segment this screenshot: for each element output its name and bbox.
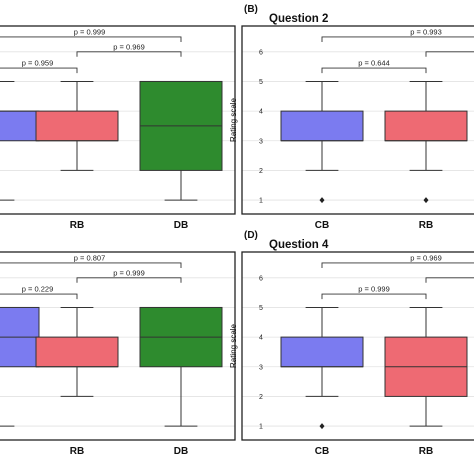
y-axis-label: Rating scale [229, 97, 238, 142]
comparison-bracket: p = 0.993 [321, 27, 474, 42]
bracket-line [321, 262, 474, 268]
y-tick-label: 2 [259, 168, 263, 175]
panel-plot-area: p = 0.999 p = 0.969 [242, 253, 474, 430]
y-tick-label: 1 [259, 198, 263, 205]
bracket-line [0, 293, 78, 300]
panel-a: p = 0.959 p = 0.969 p = 0.999 RB DB [0, 25, 236, 231]
outlier-point [319, 423, 325, 430]
y-tick-label: 6 [259, 275, 263, 282]
p-value-label: p = 0.229 [22, 285, 54, 294]
x-tick-label: RB [70, 446, 84, 457]
bracket-line [76, 277, 182, 283]
bracket-line [425, 277, 474, 283]
y-tick-label: 1 [259, 424, 263, 431]
y-tick-label: 4 [259, 335, 263, 342]
x-tick-label: DB [174, 220, 188, 231]
y-tick-label: 3 [259, 364, 263, 371]
p-value-label: p = 0.999 [74, 27, 106, 36]
box-cb [280, 306, 364, 430]
p-value-label: p = 0.993 [410, 27, 442, 36]
panel-frame [241, 251, 474, 441]
x-tick-label: DB [174, 446, 188, 457]
panel-d: p = 0.999 p = 0.969 1 2 3 4 5 6 Rating scale CB RB… [229, 230, 474, 457]
y-tick-label: 6 [259, 49, 263, 56]
comparison-bracket [425, 277, 474, 283]
box-cb [0, 306, 40, 427]
box-cb [0, 80, 40, 201]
comparison-bracket: p = 0.959 [0, 59, 78, 74]
box-body [0, 110, 40, 142]
panel-plot-area: p = 0.959 p = 0.969 p = 0.999 [0, 27, 235, 201]
box-rb [35, 306, 119, 397]
x-tick-label: RB [419, 446, 433, 457]
p-value-label: p = 0.644 [358, 59, 390, 68]
y-tick-label: 5 [259, 79, 263, 86]
panel-title: Question 4 [269, 239, 329, 251]
comparison-bracket: p = 0.999 [321, 285, 427, 300]
comparison-bracket: p = 0.969 [76, 42, 182, 57]
p-value-label: p = 0.999 [358, 285, 390, 294]
box-rb [384, 80, 468, 204]
panel-c: p = 0.229 p = 0.999 p = 0.807 RB DB [0, 251, 236, 457]
panel-letter: (B) [244, 4, 258, 15]
box-body [35, 110, 119, 142]
comparison-bracket: p = 0.644 [321, 59, 427, 74]
panel-plot-area: p = 0.229 p = 0.999 p = 0.807 [0, 253, 235, 427]
p-value-label: p = 0.969 [410, 253, 442, 262]
box-db [139, 306, 223, 427]
x-tick-label: RB [70, 220, 84, 231]
panel-frame [0, 25, 236, 215]
box-rb [384, 306, 468, 427]
y-tick-label: 5 [259, 305, 263, 312]
panel-title: Question 2 [269, 13, 328, 25]
bracket-line [0, 262, 182, 268]
bracket-line [0, 36, 182, 42]
x-tick-label: RB [419, 220, 433, 231]
outlier-point [423, 197, 429, 204]
p-value-label: p = 0.959 [22, 59, 54, 68]
box-body [384, 110, 468, 142]
box-db [139, 80, 223, 201]
comparison-bracket: p = 0.999 [76, 268, 182, 283]
comparison-bracket: p = 0.969 [321, 253, 474, 268]
comparison-bracket: p = 0.999 [0, 27, 182, 42]
p-value-label: p = 0.807 [74, 253, 106, 262]
box-body [35, 336, 119, 368]
bracket-line [321, 36, 474, 42]
box-body [280, 110, 364, 142]
comparison-bracket [425, 51, 474, 57]
outlier-point [319, 197, 325, 204]
comparison-bracket: p = 0.229 [0, 285, 78, 300]
comparison-bracket: p = 0.807 [0, 253, 182, 268]
bracket-line [76, 51, 182, 57]
y-axis-label: Rating scale [229, 323, 238, 368]
x-tick-label: CB [315, 220, 329, 231]
p-value-label: p = 0.999 [113, 268, 145, 277]
box-cb [280, 80, 364, 204]
bracket-line [321, 67, 427, 74]
panel-frame [0, 251, 236, 441]
box-body [280, 336, 364, 368]
bracket-line [425, 51, 474, 57]
p-value-label: p = 0.969 [113, 42, 145, 51]
x-tick-label: CB [315, 446, 329, 457]
y-tick-label: 3 [259, 138, 263, 145]
panel-plot-area: p = 0.644 p = 0.993 [242, 27, 474, 204]
panel-frame [241, 25, 474, 215]
panel-b: p = 0.644 p = 0.993 1 2 3 4 5 6 Rating scale CB RB… [229, 4, 474, 231]
y-tick-label: 4 [259, 109, 263, 116]
bracket-line [0, 67, 78, 74]
panel-letter: (D) [244, 230, 258, 241]
y-tick-label: 2 [259, 394, 263, 401]
box-rb [35, 80, 119, 171]
bracket-line [321, 293, 427, 300]
